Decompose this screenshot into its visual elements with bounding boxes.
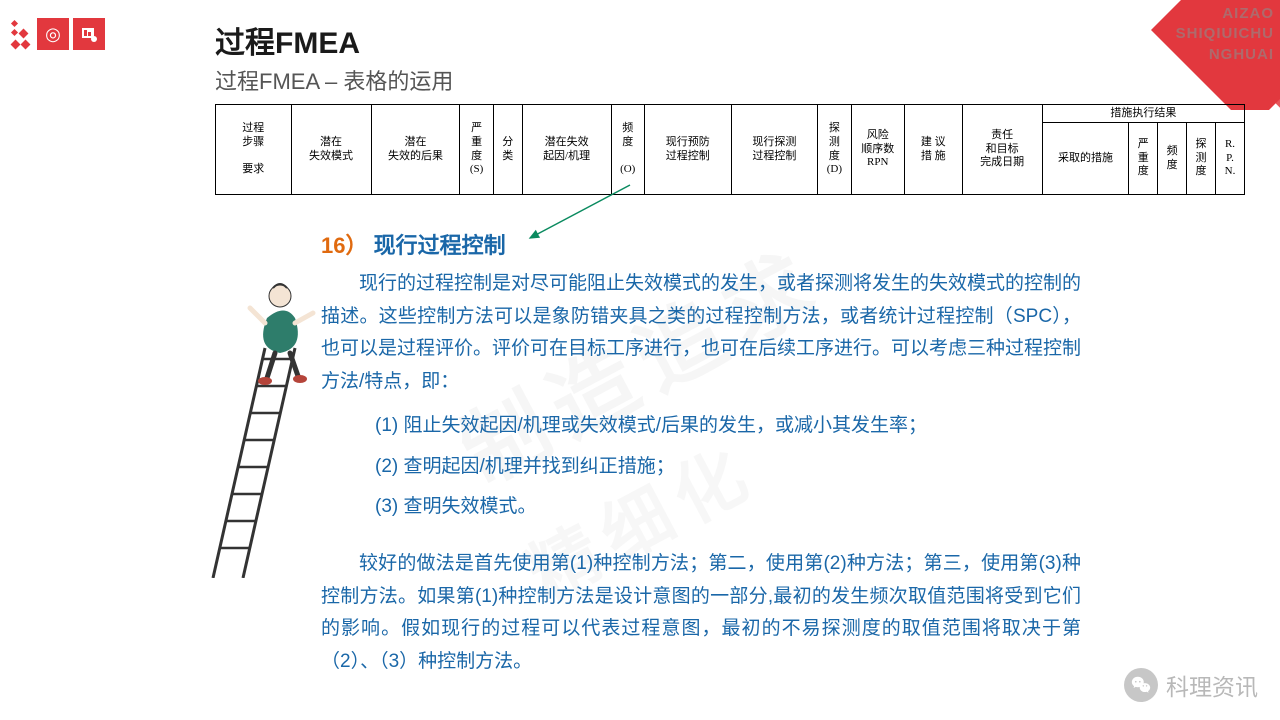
wechat-icon bbox=[1124, 668, 1158, 702]
numbered-list: (1) 阻止失效起因/机理或失效模式/后果的发生，或减小其发生率； (2) 查明起… bbox=[375, 410, 1075, 532]
page-title: 过程FMEA bbox=[215, 18, 453, 62]
table-header: 现行探测过程控制 bbox=[731, 105, 818, 195]
fmea-header-table: 过程步骤要求潜在失效模式潜在失效的后果严重度(S)分类潜在失效起因/机理频度(O… bbox=[215, 104, 1245, 195]
brand-logo: ◎ bbox=[12, 18, 105, 50]
paragraph-2: 较好的做法是首先使用第(1)种控制方法；第二，使用第(2)种方法；第三，使用第(… bbox=[321, 548, 1081, 679]
table-header: 潜在失效模式 bbox=[291, 105, 371, 195]
corner-watermark-text: AIZAO SHIQIUICHU NGHUAI bbox=[1176, 4, 1274, 65]
footer-label: 科理资讯 bbox=[1166, 668, 1258, 702]
table-header: 严重度(S) bbox=[460, 105, 493, 195]
table-header: R.P.N. bbox=[1216, 123, 1245, 195]
list-item: (3) 查明失效模式。 bbox=[375, 491, 1075, 524]
page-subtitle: 过程FMEA – 表格的运用 bbox=[215, 64, 453, 96]
table-header-group: 措施执行结果 bbox=[1042, 105, 1244, 123]
table-header: 探测度 bbox=[1187, 123, 1216, 195]
paragraph-1: 现行的过程控制是对尽可能阻止失效模式的发生，或者探测将发生的失效模式的控制的描述… bbox=[321, 268, 1081, 399]
table-header: 责任和目标完成日期 bbox=[962, 105, 1042, 195]
table-header: 过程步骤要求 bbox=[216, 105, 292, 195]
table-header: 采取的措施 bbox=[1042, 123, 1129, 195]
list-item: (1) 阻止失效起因/机理或失效模式/后果的发生，或减小其发生率； bbox=[375, 410, 1075, 443]
table-header: 频度(O) bbox=[611, 105, 644, 195]
table-header: 严重度 bbox=[1129, 123, 1158, 195]
section-heading: 16） 现行过程控制 bbox=[321, 228, 506, 260]
table-header: 分类 bbox=[493, 105, 522, 195]
table-header: 现行预防过程控制 bbox=[644, 105, 731, 195]
table-header: 潜在失效的后果 bbox=[371, 105, 460, 195]
table-header: 建 议措 施 bbox=[904, 105, 962, 195]
table-header: 潜在失效起因/机理 bbox=[522, 105, 611, 195]
table-header: 频度 bbox=[1158, 123, 1187, 195]
table-header: 探测度(D) bbox=[818, 105, 851, 195]
ladder-illustration bbox=[195, 278, 325, 578]
table-header: 风险顺序数RPN bbox=[851, 105, 904, 195]
list-item: (2) 查明起因/机理并找到纠正措施； bbox=[375, 451, 1075, 484]
footer-brand: 科理资讯 bbox=[1124, 668, 1258, 702]
